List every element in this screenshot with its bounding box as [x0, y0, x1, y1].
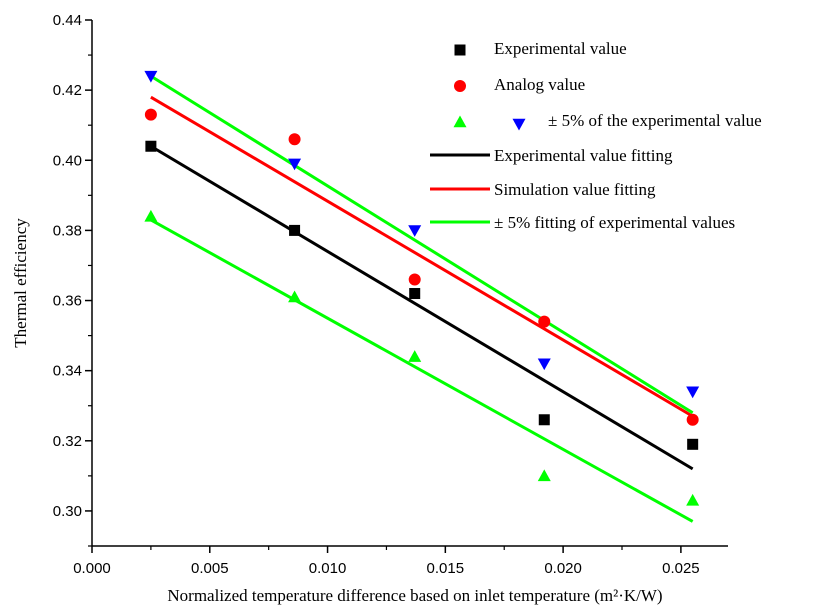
data-point-square-4	[687, 438, 699, 450]
data-point-triangle-up-1	[288, 290, 302, 303]
fit-line-1	[150, 95, 694, 418]
legend-label: ± 5% fitting of experimental values	[494, 213, 735, 232]
y-tick-label: 0.40	[53, 152, 82, 169]
axes: 0.000 0.005 0.010 0.015 0.020 0.025 0.30 0.32 0.…	[53, 12, 728, 577]
data-point-triangle-up-0	[144, 209, 158, 222]
data-point-triangle-down-1	[288, 158, 302, 171]
y-tick-label: 0.38	[53, 222, 82, 239]
legend-label: Simulation value fitting	[494, 180, 656, 199]
data-point-circle-3	[538, 315, 551, 328]
x-tick-label: 0.020	[544, 560, 582, 577]
legend-label: Analog value	[494, 75, 585, 94]
data-point-circle-4	[686, 413, 699, 426]
x-tick-label: 0.015	[427, 560, 465, 577]
data-point-triangle-up-2	[408, 350, 422, 362]
legend-item-0: Experimental value	[454, 39, 627, 58]
data-point-triangle-down-0	[144, 70, 158, 83]
y-tick-label: 0.30	[53, 503, 82, 520]
y-tick-label: 0.34	[53, 363, 82, 380]
legend: Experimental value Analog value ± 5% of th…	[430, 39, 762, 232]
fit-line-0	[150, 144, 694, 471]
legend-item-4: Simulation value fitting	[430, 180, 656, 199]
data-point-square-0	[145, 140, 157, 152]
legend-symbol-circle	[454, 80, 466, 92]
data-point-triangle-down-2	[408, 225, 422, 237]
data-point-circle-0	[144, 108, 157, 121]
y-tick-label: 0.36	[53, 293, 82, 310]
data-point-circle-1	[288, 133, 301, 146]
fit-line-2	[150, 74, 694, 415]
x-tick-label: 0.005	[191, 560, 229, 577]
legend-label: ± 5% of the experimental value	[548, 111, 762, 130]
x-tick-label: 0.025	[662, 560, 700, 577]
x-tick-label: 0.010	[309, 560, 347, 577]
legend-label: Experimental value	[494, 39, 627, 58]
data-markers	[144, 70, 700, 506]
y-tick-label: 0.44	[53, 12, 82, 29]
legend-symbol-triangle-down	[512, 118, 526, 131]
data-point-circle-2	[408, 273, 421, 286]
y-tick-label: 0.32	[53, 433, 82, 450]
legend-item-5: ± 5% fitting of experimental values	[430, 213, 735, 232]
fit-line-3	[150, 218, 694, 523]
data-point-triangle-down-3	[537, 358, 551, 371]
y-tick-label: 0.42	[53, 82, 82, 99]
data-point-square-2	[409, 288, 421, 300]
data-point-triangle-up-4	[686, 493, 700, 506]
data-point-square-1	[289, 224, 301, 236]
legend-symbol-square	[454, 44, 466, 56]
data-point-triangle-down-4	[686, 386, 700, 399]
x-axis-title: Normalized temperature difference based …	[167, 586, 662, 605]
fit-lines	[150, 74, 694, 523]
y-axis-title: Thermal efficiency	[11, 218, 30, 348]
data-point-square-3	[538, 414, 550, 426]
legend-label: Experimental value fitting	[494, 146, 673, 165]
x-tick-label: 0.000	[73, 560, 111, 577]
legend-item-2: ± 5% of the experimental value	[453, 111, 762, 131]
data-point-triangle-up-3	[537, 469, 551, 482]
legend-symbol-triangle-up	[453, 115, 467, 128]
legend-item-1: Analog value	[454, 75, 585, 94]
legend-item-3: Experimental value fitting	[430, 146, 673, 165]
